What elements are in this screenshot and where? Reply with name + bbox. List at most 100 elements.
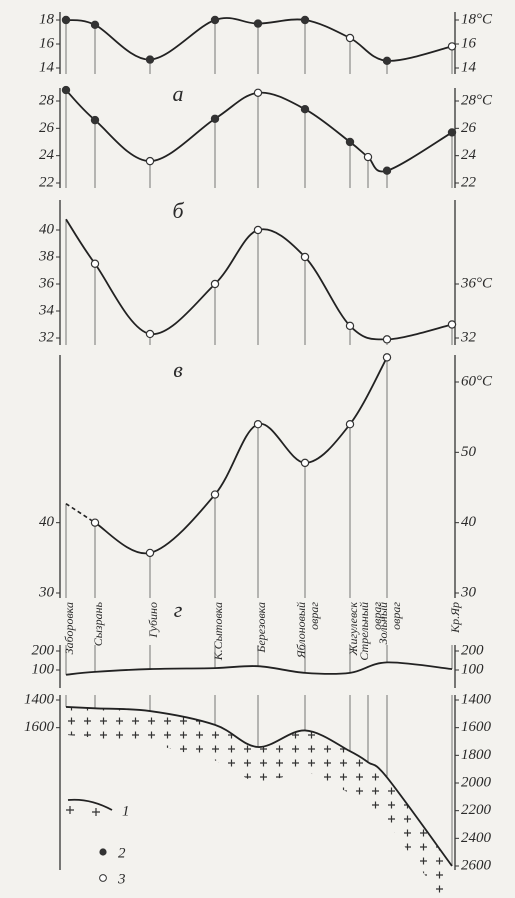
filled-point (447, 128, 457, 137)
y2-tick-label: 2200 (461, 802, 492, 818)
y-tick-label: 1600 (24, 719, 55, 735)
open-point (145, 548, 155, 558)
y2-tick-label: 18°C (461, 11, 493, 27)
filled-point (61, 85, 71, 95)
filled-point (61, 15, 71, 25)
open-point (447, 320, 457, 329)
panel-letter: г (174, 597, 183, 622)
y2-tick-label: 2600 (461, 857, 492, 873)
y2-tick-label: 2400 (461, 830, 492, 846)
y2-tick-label: 200 (461, 642, 484, 658)
station-label: Губино (146, 602, 160, 639)
y-tick-label: 36 (38, 275, 55, 291)
panel-letter: а (173, 81, 184, 106)
y2-tick-label: 36°C (460, 275, 493, 291)
panel-letter: б (172, 198, 184, 223)
y2-tick-label: 1600 (461, 719, 492, 735)
y2-tick-label: 1800 (461, 747, 492, 763)
dashed-curve (65, 503, 96, 524)
open-point (90, 518, 100, 527)
y-tick-label: 30 (38, 584, 55, 600)
y2-tick-label: 22 (461, 174, 477, 190)
filled-point (90, 115, 100, 125)
open-point (253, 88, 263, 98)
curve (65, 706, 453, 867)
y-tick-label: 100 (32, 661, 55, 677)
filled-point (382, 166, 392, 175)
filled-point (345, 137, 355, 147)
panel-letter: в (173, 357, 183, 382)
legend-label: 2 (118, 845, 126, 861)
y2-tick-label: 24 (461, 147, 477, 163)
legend-label: 3 (117, 871, 126, 887)
filled-point (90, 20, 100, 29)
station-label: Заборовка (62, 602, 76, 654)
y2-tick-label: 26 (461, 120, 477, 136)
y-tick-label: 14 (39, 59, 55, 75)
y-tick-label: 28 (39, 92, 55, 108)
y-tick-label: 40 (39, 514, 55, 530)
filled-point (253, 19, 263, 28)
y-tick-label: 26 (39, 120, 55, 136)
y-tick-label: 34 (38, 302, 55, 318)
legend-label: 1 (122, 803, 130, 819)
y2-tick-label: 16 (461, 35, 477, 51)
station-label: Яблоновыйовраг (294, 602, 321, 660)
y2-tick-label: 30 (460, 584, 477, 600)
open-point (345, 420, 355, 429)
legend-filled (99, 848, 107, 856)
y2-tick-label: 60°C (461, 373, 493, 389)
open-point (253, 225, 263, 235)
y2-tick-label: 50 (461, 444, 477, 460)
open-point (447, 42, 457, 51)
filled-point (145, 55, 155, 64)
y-tick-label: 18 (39, 11, 55, 27)
y-tick-label: 40 (39, 221, 55, 237)
open-point (253, 420, 263, 429)
y2-tick-label: 1400 (461, 691, 492, 707)
y-tick-label: 1400 (24, 691, 55, 707)
open-point (300, 252, 310, 262)
open-point (145, 156, 155, 166)
legend-open (99, 874, 107, 882)
y-tick-label: 200 (32, 642, 55, 658)
curve (94, 356, 388, 555)
y2-tick-label: 28°C (461, 92, 493, 108)
open-point (210, 490, 220, 499)
filled-point (210, 114, 220, 123)
legend-curve (67, 798, 113, 811)
y-tick-label: 24 (39, 147, 55, 163)
filled-point (382, 56, 392, 66)
y2-tick-label: 100 (461, 661, 484, 677)
curve (65, 218, 453, 341)
station-label: Зольныйовраг (376, 602, 403, 645)
y-tick-label: 22 (39, 174, 55, 190)
station-label: Березовка (254, 602, 268, 654)
y2-tick-label: 14 (461, 59, 477, 75)
y2-tick-label: 40 (461, 514, 477, 530)
open-point (145, 329, 155, 339)
y-tick-label: 38 (38, 248, 55, 264)
filled-point (210, 15, 220, 25)
legend-crosses (66, 806, 100, 816)
station-label: Сызрань (91, 601, 105, 646)
y2-tick-label: 2000 (461, 774, 492, 790)
open-point (345, 321, 355, 331)
curve (65, 89, 453, 173)
station-label: Стрельныйовраг (357, 602, 384, 661)
open-point (382, 353, 392, 362)
open-point (382, 335, 392, 344)
open-point (345, 33, 355, 43)
open-point (210, 279, 220, 289)
open-point (363, 152, 373, 162)
y2-tick-label: 32 (460, 329, 477, 345)
curve (65, 661, 453, 676)
filled-point (300, 104, 310, 114)
station-label: Жигулевск (346, 602, 360, 657)
station-label: Кр.Яр (448, 602, 462, 634)
station-label: К.Сытовка (211, 602, 225, 661)
y-tick-label: 32 (38, 329, 55, 345)
filled-point (300, 15, 310, 25)
open-point (90, 259, 100, 268)
